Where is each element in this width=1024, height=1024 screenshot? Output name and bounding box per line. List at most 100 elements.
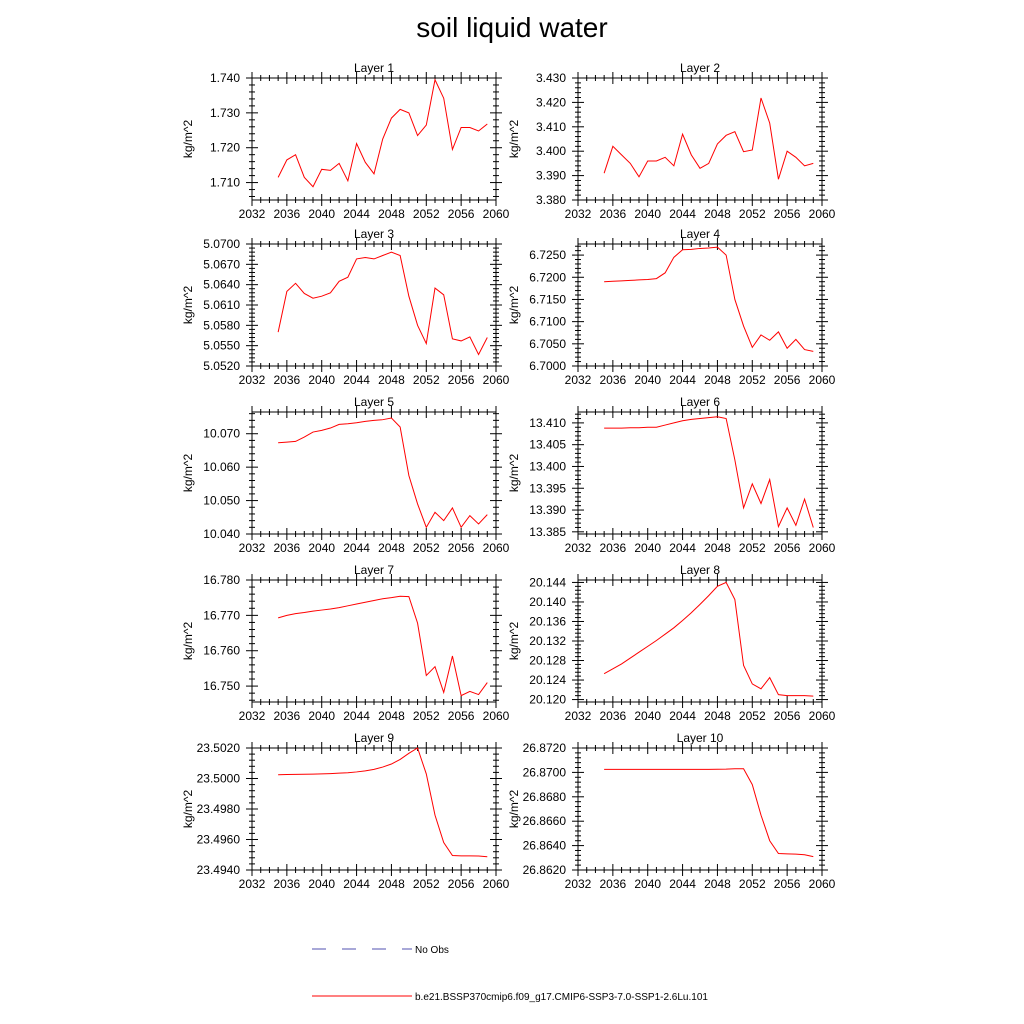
x-tick-label: 2036: [274, 373, 301, 387]
y-axis-label: kg/m^2: [181, 454, 195, 493]
series-line: [277, 78, 488, 188]
series-line: [278, 747, 488, 858]
y-tick-label: 23.5000: [197, 772, 241, 786]
y-tick-label: 26.8720: [523, 741, 567, 755]
x-tick-label: 2052: [413, 877, 440, 891]
y-tick-label: 10.040: [203, 527, 240, 541]
plot-frame: [251, 243, 497, 367]
x-tick-label: 2036: [600, 541, 627, 555]
y-tick-label: 13.405: [529, 438, 566, 452]
x-tick-label: 2044: [669, 207, 696, 221]
x-tick-label: 2052: [413, 373, 440, 387]
x-tick-label: 2052: [413, 541, 440, 555]
x-tick-label: 2040: [634, 207, 661, 221]
y-axis-label: kg/m^2: [181, 790, 195, 829]
y-tick-label: 3.430: [536, 71, 566, 85]
x-tick-label: 2044: [343, 373, 370, 387]
x-tick-label: 2052: [739, 207, 766, 221]
y-tick-label: 20.136: [529, 614, 566, 628]
y-tick-label: 23.4960: [197, 833, 241, 847]
x-tick-label: 2040: [634, 373, 661, 387]
x-tick-label: 2032: [239, 877, 266, 891]
x-tick-label: 2060: [483, 709, 510, 723]
x-tick-label: 2040: [634, 877, 661, 891]
x-tick-label: 2040: [308, 541, 335, 555]
panel-title: Layer 4: [680, 227, 720, 241]
x-tick-label: 2048: [704, 207, 731, 221]
y-tick-label: 6.7100: [529, 315, 566, 329]
series-line: [278, 417, 488, 529]
x-tick-label: 2056: [448, 207, 475, 221]
y-tick-label: 1.730: [210, 106, 240, 120]
panel-10: Layer 10 kg/m^2 2032 2036 2040 2044 2048 2052 20…: [507, 731, 836, 891]
y-tick-label: 5.0610: [203, 298, 240, 312]
x-tick-label: 2060: [483, 877, 510, 891]
page-title: soil liquid water: [416, 12, 608, 43]
x-tick-label: 2048: [378, 373, 405, 387]
x-tick-label: 2036: [274, 709, 301, 723]
x-tick-label: 2048: [704, 709, 731, 723]
x-tick-label: 2056: [774, 541, 801, 555]
series-line: [603, 581, 814, 697]
y-tick-label: 16.780: [203, 573, 240, 587]
panel-title: Layer 10: [677, 731, 724, 745]
x-tick-label: 2036: [274, 207, 301, 221]
x-tick-label: 2060: [809, 709, 836, 723]
x-tick-label: 2056: [774, 207, 801, 221]
panel-title: Layer 6: [680, 395, 720, 409]
x-tick-label: 2044: [669, 709, 696, 723]
y-tick-label: 26.8660: [523, 814, 567, 828]
y-tick-label: 5.0670: [203, 257, 240, 271]
x-tick-label: 2060: [809, 541, 836, 555]
legend-label-model: b.e21.BSSP370cmip6.f09_g17.CMIP6-SSP3-7.…: [415, 992, 708, 1003]
x-tick-label: 2052: [739, 877, 766, 891]
y-tick-label: 1.720: [210, 141, 240, 155]
x-tick-label: 2036: [600, 709, 627, 723]
y-tick-label: 16.770: [203, 608, 240, 622]
legend-label-no-obs: No Obs: [415, 945, 449, 956]
x-tick-label: 2060: [483, 541, 510, 555]
plot-frame: [577, 77, 823, 201]
x-tick-label: 2032: [565, 541, 592, 555]
x-tick-label: 2052: [739, 541, 766, 555]
x-tick-label: 2060: [809, 373, 836, 387]
y-tick-label: 5.0520: [203, 359, 240, 373]
y-tick-label: 5.0700: [203, 237, 240, 251]
y-tick-label: 26.8620: [523, 863, 567, 877]
y-tick-label: 3.400: [536, 144, 566, 158]
x-tick-label: 2056: [448, 877, 475, 891]
y-tick-label: 3.410: [536, 120, 566, 134]
panel-title: Layer 5: [354, 395, 394, 409]
x-tick-label: 2060: [483, 373, 510, 387]
x-tick-label: 2056: [448, 541, 475, 555]
series-line: [604, 768, 814, 858]
x-tick-label: 2040: [308, 207, 335, 221]
y-tick-label: 13.385: [529, 525, 566, 539]
panel-7: Layer 7 kg/m^2 2032 2036 2040 2044 2048 2052 205…: [181, 563, 510, 723]
x-tick-label: 2032: [239, 709, 266, 723]
legend: No Obs b.e21.BSSP370cmip6.f09_g17.CMIP6-S…: [312, 945, 708, 1003]
x-tick-label: 2032: [565, 373, 592, 387]
x-tick-label: 2036: [600, 373, 627, 387]
y-tick-label: 13.400: [529, 459, 566, 473]
x-tick-label: 2032: [565, 709, 592, 723]
panel-title: Layer 7: [354, 563, 394, 577]
y-tick-label: 26.8680: [523, 790, 567, 804]
panel-2: Layer 2 kg/m^2 2032 2036 2040 2044 2048 2052 205…: [507, 61, 836, 221]
y-tick-label: 3.420: [536, 95, 566, 109]
panel-1: Layer 1 kg/m^2 2032 2036 2040 2044 2048 2052 205…: [181, 61, 510, 221]
y-tick-label: 6.7200: [529, 270, 566, 284]
x-tick-label: 2044: [669, 877, 696, 891]
series-line: [604, 416, 814, 529]
y-tick-label: 3.380: [536, 193, 566, 207]
y-tick-label: 6.7050: [529, 337, 566, 351]
y-tick-label: 10.050: [203, 494, 240, 508]
x-tick-label: 2036: [600, 207, 627, 221]
series-line: [277, 251, 488, 356]
x-tick-label: 2044: [669, 373, 696, 387]
x-tick-label: 2040: [308, 373, 335, 387]
x-tick-label: 2056: [774, 709, 801, 723]
x-tick-label: 2056: [774, 373, 801, 387]
y-tick-label: 20.124: [529, 673, 566, 687]
x-tick-label: 2056: [448, 709, 475, 723]
